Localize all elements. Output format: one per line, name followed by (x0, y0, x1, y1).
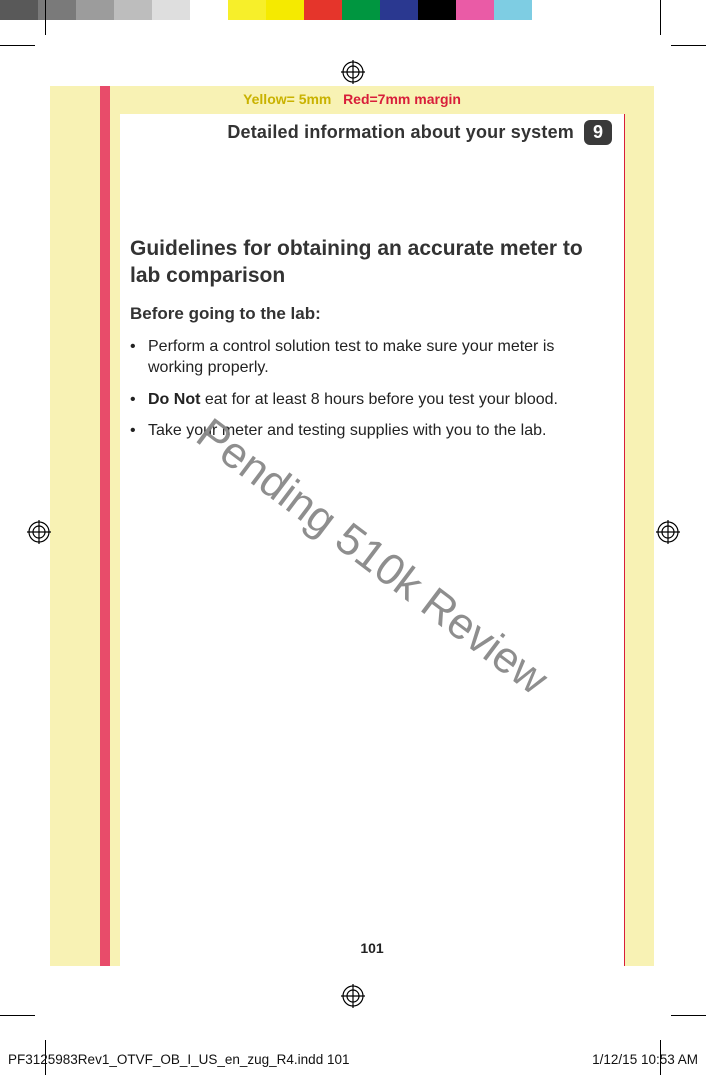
color-swatch (418, 0, 456, 20)
page-number: 101 (120, 940, 624, 956)
list-item-text: eat for at least 8 hours before you test… (200, 391, 558, 408)
registration-mark-icon (341, 60, 365, 84)
trim-mark (45, 0, 46, 35)
bullet-list: Perform a control solution test to make … (130, 336, 602, 442)
watermark-text: Pending 510k Review (187, 409, 557, 705)
trim-mark (0, 1015, 35, 1016)
color-swatch (266, 0, 304, 20)
color-swatch (456, 0, 494, 20)
registration-mark-icon (27, 520, 51, 544)
color-swatch (380, 0, 418, 20)
color-swatch (532, 0, 706, 20)
color-swatch (114, 0, 152, 20)
chapter-badge: 9 (584, 120, 612, 145)
trim-mark (671, 45, 706, 46)
imprint-right: 1/12/15 10:53 AM (592, 1052, 698, 1067)
color-swatch (190, 0, 228, 20)
imprint-left: PF3125983Rev1_OTVF_OB_I_US_en_zug_R4.ind… (8, 1052, 349, 1067)
registration-mark-icon (341, 984, 365, 1008)
list-item: Perform a control solution test to make … (130, 336, 602, 379)
color-swatch (304, 0, 342, 20)
list-item: Take your meter and testing supplies wit… (130, 420, 602, 442)
margin-note-red: Red=7mm margin (343, 91, 461, 107)
list-item: Do Not eat for at least 8 hours before y… (130, 389, 602, 411)
color-swatch (152, 0, 190, 20)
trim-mark (0, 45, 35, 46)
red-margin-band (100, 86, 110, 966)
trim-mark (660, 0, 661, 35)
color-swatch (76, 0, 114, 20)
body: Guidelines for obtaining an accurate met… (120, 145, 624, 442)
page-title: Detailed information about your system (120, 122, 574, 143)
color-swatch (38, 0, 76, 20)
color-swatch (342, 0, 380, 20)
print-color-bar (0, 0, 706, 20)
page-canvas: Yellow= 5mm Red=7mm margin Detailed info… (50, 86, 654, 966)
trim-mark (671, 1015, 706, 1016)
color-swatch (494, 0, 532, 20)
page-header: Detailed information about your system 9 (120, 114, 624, 145)
margin-note-yellow: Yellow= 5mm (243, 91, 331, 107)
color-swatch (228, 0, 266, 20)
section-subheading: Before going to the lab: (130, 304, 602, 324)
section-heading: Guidelines for obtaining an accurate met… (130, 235, 602, 290)
color-swatch (0, 0, 38, 20)
content-area: Detailed information about your system 9… (120, 114, 625, 966)
registration-mark-icon (656, 520, 680, 544)
margin-note: Yellow= 5mm Red=7mm margin (50, 91, 654, 107)
bold-text: Do Not (148, 391, 200, 408)
